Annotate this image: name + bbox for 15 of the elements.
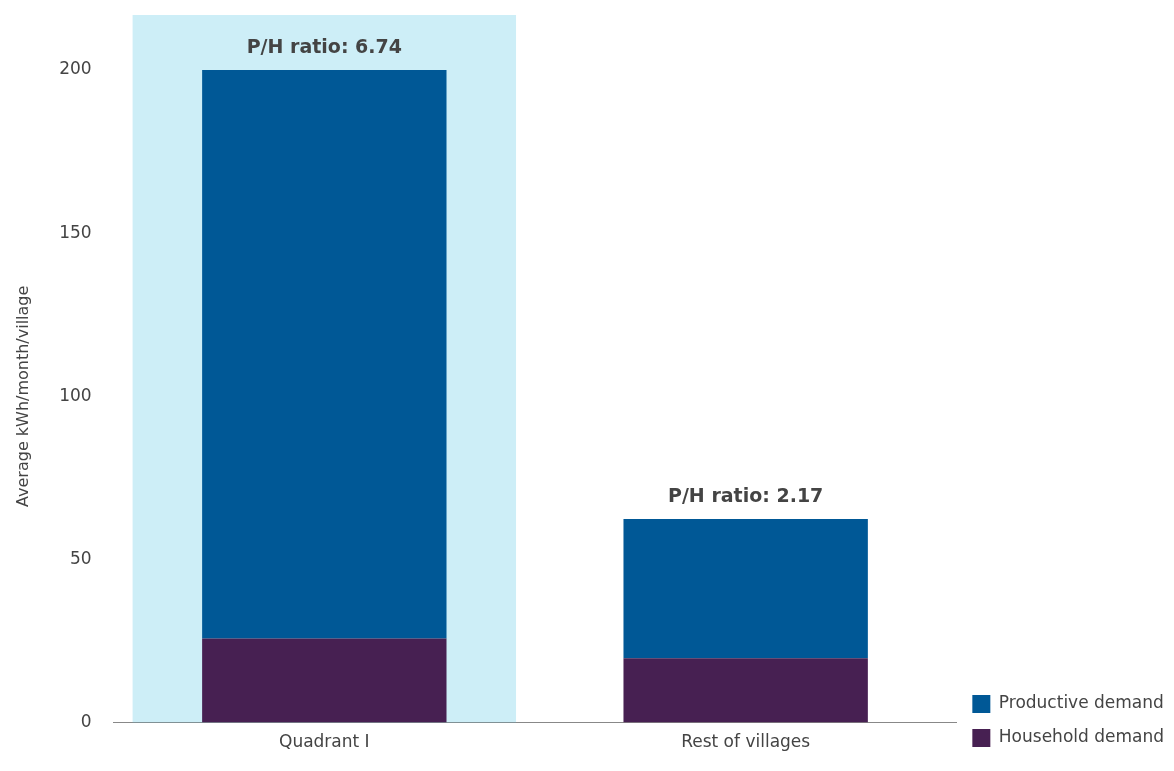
bar — [623, 658, 868, 723]
x-tick-label: Quadrant I — [279, 731, 370, 752]
y-tick-label: 0 — [80, 711, 92, 732]
bar — [623, 518, 868, 659]
x-tick-label: Rest of villages — [681, 731, 811, 752]
y-tick-label: 50 — [70, 547, 92, 568]
legend-label: Household demand — [998, 726, 1165, 747]
bar — [202, 638, 447, 723]
annotation: P/H ratio: 2.17 — [668, 484, 824, 507]
y-axis-title: Average kWh/month/village — [12, 285, 32, 507]
annotation: P/H ratio: 6.74 — [246, 35, 402, 58]
y-tick-label: 200 — [59, 58, 92, 79]
y-tick-label: 100 — [59, 384, 92, 405]
legend-label: Productive demand — [998, 692, 1164, 713]
y-tick-label: 150 — [59, 221, 92, 242]
